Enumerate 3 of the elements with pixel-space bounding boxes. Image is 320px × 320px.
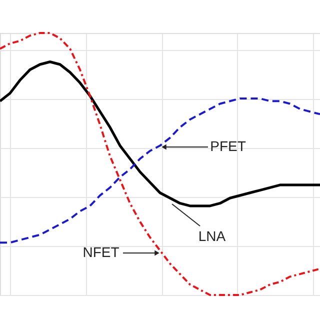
annotation: LNA: [198, 228, 226, 244]
annotation: PFET: [210, 138, 246, 154]
annotation: NFET: [82, 244, 120, 260]
